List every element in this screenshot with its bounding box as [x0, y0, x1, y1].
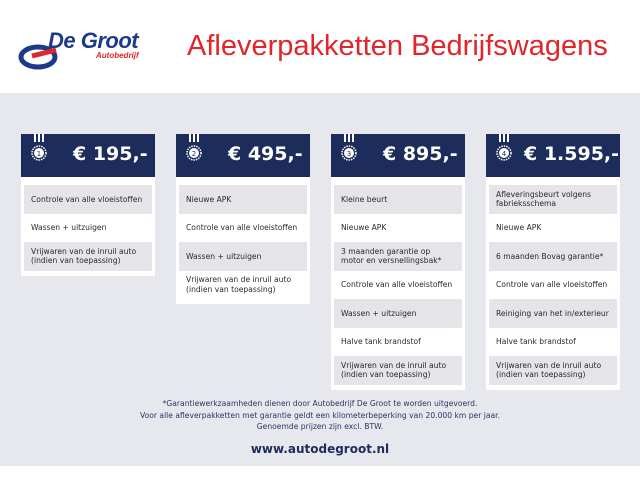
- medal-number: 2: [192, 150, 196, 158]
- package-card: 4 € 1.595,- Afleveringsbeurt volgens fabr…: [486, 134, 620, 390]
- package-item: Kleine beurt: [334, 185, 462, 214]
- logo-swoosh-icon: [18, 44, 58, 70]
- package-item: Controle van alle vloeistoffen: [24, 185, 152, 214]
- package-item: 3 maanden garantie op motor en versnelli…: [334, 242, 462, 271]
- footnote-line: *Garantiewerkzaamheden dienen door Autob…: [162, 399, 478, 408]
- package-item: Halve tank brandstof: [496, 337, 576, 346]
- footnote-line: Voor alle afleverpakketten met garantie …: [139, 410, 500, 420]
- logo-sub: Autobedrijf: [96, 51, 139, 60]
- package-header: 2 € 495,-: [176, 134, 310, 177]
- package-price: € 895,-: [383, 143, 458, 165]
- package-card: 1 € 195,- Controle van alle vloeistoffen W…: [21, 134, 155, 276]
- package-price: € 495,-: [228, 143, 303, 165]
- package-item: Afleveringsbeurt volgens fabrieksschema: [489, 185, 617, 214]
- package-price: € 195,-: [73, 143, 148, 165]
- website-link[interactable]: www.autodegroot.nl: [250, 442, 390, 456]
- package-header: 3 € 895,-: [331, 134, 465, 177]
- package-item: Nieuwe APK: [341, 223, 387, 232]
- medal-number: 3: [347, 150, 351, 158]
- medal-icon: 4: [496, 134, 512, 161]
- package-item: Controle van alle vloeistoffen: [496, 280, 608, 289]
- medal-number: 1: [37, 150, 41, 158]
- package-header: 4 € 1.595,-: [486, 134, 620, 177]
- package-item: Vrijwaren van de inruil auto (indien van…: [334, 356, 462, 385]
- package-item: Controle van alle vloeistoffen: [186, 223, 298, 232]
- package-item: Halve tank brandstof: [341, 337, 421, 346]
- logo-name: De Groot: [48, 28, 139, 53]
- package-header: 1 € 195,-: [21, 134, 155, 177]
- medal-icon: 3: [341, 134, 357, 161]
- package-item: Vrijwaren van de inruil auto (indien van…: [186, 275, 292, 294]
- medal-number: 4: [502, 150, 507, 158]
- footnotes: *Garantiewerkzaamheden dienen door Autob…: [0, 398, 640, 433]
- package-item: Controle van alle vloeistoffen: [341, 280, 453, 289]
- logo[interactable]: De Groot Autobedrijf: [18, 28, 153, 70]
- package-item: Nieuwe APK: [496, 223, 542, 232]
- package-item: 6 maanden Bovag garantie*: [489, 242, 617, 271]
- package-item: Wassen + uitzuigen: [334, 299, 462, 328]
- page-title: Afleverpakketten Bedrijfswagens: [187, 30, 608, 62]
- header: De Groot Autobedrijf Afleverpakketten Be…: [0, 0, 640, 93]
- package-item: Reiniging van het in/exterieur: [489, 299, 617, 328]
- package-item: Vrijwaren van de inruil auto (indien van…: [24, 242, 152, 271]
- package-item: Wassen + uitzuigen: [179, 242, 307, 271]
- medal-icon: 1: [31, 134, 47, 161]
- package-item: Wassen + uitzuigen: [31, 223, 107, 232]
- package-price: € 1.595,-: [524, 143, 620, 165]
- footnote-line: Genoemde prijzen zijn excl. BTW.: [256, 422, 384, 431]
- medal-icon: 2: [186, 134, 202, 161]
- package-item: Nieuwe APK: [179, 185, 307, 214]
- package-card: 2 € 495,- Nieuwe APK Controle van alle vlo…: [176, 134, 310, 304]
- package-item: Vrijwaren van de inruil auto (indien van…: [489, 356, 617, 385]
- package-card: 3 € 895,- Kleine beurt Nieuwe APK 3 maanden…: [331, 134, 465, 390]
